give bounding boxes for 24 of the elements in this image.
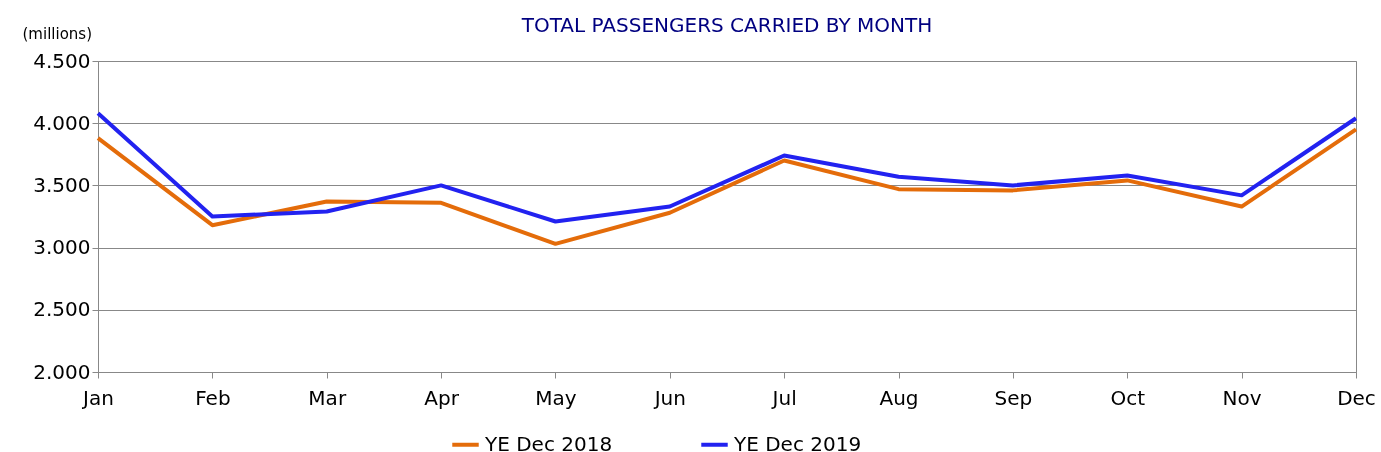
y-tick-label: 3.000 — [33, 235, 91, 260]
y-tick-label: 2.500 — [33, 297, 91, 322]
y-tick-label: 4.000 — [33, 110, 91, 135]
x-tick-label: Apr — [424, 385, 460, 410]
x-tick-label: Dec — [1337, 385, 1376, 410]
x-tick-label: Sep — [994, 385, 1033, 410]
y-tick-label: 3.500 — [33, 172, 91, 197]
legend-label: YE Dec 2019 — [733, 431, 862, 452]
x-tick-label: May — [535, 385, 577, 410]
x-tick-label: Mar — [308, 385, 347, 410]
legend-label: YE Dec 2018 — [484, 431, 613, 452]
x-tick-label: Aug — [879, 385, 919, 410]
line-series — [96, 111, 1358, 224]
x-tick-label: Oct — [1110, 385, 1146, 410]
line-series — [96, 127, 1358, 246]
x-tick-label: Nov — [1222, 385, 1262, 410]
y-tick-label: 4.500 — [33, 48, 91, 73]
x-tick-label: Feb — [195, 385, 231, 410]
x-tick-label: Jun — [652, 385, 686, 410]
x-tick-label: Jul — [770, 385, 797, 410]
y-tick-label: 2.000 — [33, 359, 91, 384]
y-axis-title: (millions) — [22, 24, 92, 43]
chart-title: TOTAL PASSENGERS CARRIED BY MONTH — [520, 13, 933, 37]
x-tick-label: Jan — [81, 385, 114, 410]
